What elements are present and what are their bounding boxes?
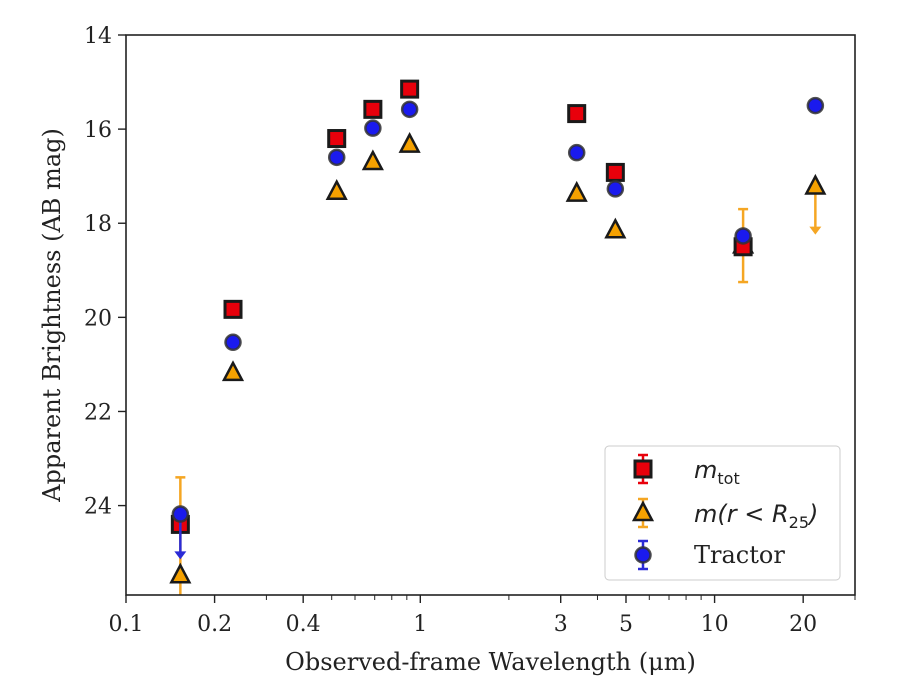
y-tick-label: 22 bbox=[84, 400, 112, 425]
legend-entry-tractor: Tractor bbox=[634, 539, 785, 571]
circle-upper-limit-arrowhead bbox=[174, 551, 187, 560]
legend-label-m-tot: mtot bbox=[694, 456, 740, 488]
circle-point bbox=[364, 119, 382, 137]
circle-point bbox=[224, 333, 242, 352]
y-tick-label: 18 bbox=[84, 212, 112, 237]
legend-entry-m-tot: mtot bbox=[633, 453, 740, 488]
x-tick-label: 3 bbox=[554, 612, 568, 637]
y-tick-label: 14 bbox=[84, 24, 112, 49]
square-point bbox=[223, 299, 243, 319]
y-tick-label: 24 bbox=[84, 495, 112, 520]
triangle-point bbox=[169, 562, 192, 584]
y-tick-label: 20 bbox=[84, 306, 112, 331]
triangle-point bbox=[604, 217, 627, 239]
legend-label-tractor: Tractor bbox=[694, 541, 785, 569]
legend-box bbox=[604, 445, 841, 581]
legend-circle-marker bbox=[634, 539, 652, 571]
circle-point bbox=[171, 505, 190, 523]
x-tick-label: 0.2 bbox=[197, 612, 232, 637]
legend-m-tot-main: m bbox=[694, 456, 717, 484]
circle-point bbox=[400, 100, 419, 119]
triangle-point bbox=[361, 149, 384, 171]
circle-point bbox=[567, 143, 586, 162]
legend-m-r25-sub: 25 bbox=[789, 513, 809, 532]
legend-m-tot-sub: tot bbox=[717, 469, 739, 488]
circle-point bbox=[734, 227, 752, 245]
legend-square-marker bbox=[633, 453, 653, 485]
legend-entry-m-r25: m(r < R25) bbox=[631, 497, 818, 532]
circle-point bbox=[806, 96, 825, 115]
x-tick-label: 0.1 bbox=[109, 612, 144, 637]
square-point bbox=[400, 79, 420, 99]
plot-frame bbox=[125, 34, 856, 596]
triangle-point bbox=[565, 180, 588, 202]
legend-circle-glyph bbox=[634, 546, 652, 564]
legend: mtot m(r < R25) Tractor bbox=[604, 445, 841, 581]
x-tick-label: 5 bbox=[619, 612, 633, 637]
legend-triangle-marker bbox=[631, 497, 655, 529]
square-point bbox=[363, 99, 383, 119]
x-tick-label: 20 bbox=[789, 612, 817, 637]
data-marks bbox=[169, 79, 827, 595]
series-circle bbox=[171, 96, 825, 560]
legend-m-r25-close: ) bbox=[807, 500, 818, 528]
square-point bbox=[605, 162, 625, 182]
legend-square-glyph bbox=[633, 459, 653, 479]
triangle-point bbox=[398, 131, 421, 153]
axes: 0.1 0.2 0.4 1 3 5 10 20 14 16 18 20 22 24 bbox=[84, 24, 856, 637]
x-tick-label: 10 bbox=[701, 612, 729, 637]
square-point bbox=[567, 104, 587, 124]
x-axis-label: Observed-frame Wavelength (μm) bbox=[285, 648, 696, 676]
y-axis-label: Apparent Brightness (AB mag) bbox=[38, 128, 66, 503]
triangle-point bbox=[325, 179, 348, 200]
triangle-point bbox=[804, 173, 827, 195]
y-tick-label: 16 bbox=[84, 118, 112, 143]
square-point bbox=[327, 129, 347, 149]
x-tick-label: 1 bbox=[413, 612, 427, 637]
legend-m-r25-main: m(r < R bbox=[694, 500, 789, 528]
x-tick-label: 0.4 bbox=[286, 612, 321, 637]
legend-label-m-r25: m(r < R25) bbox=[694, 500, 818, 532]
circle-point bbox=[327, 148, 346, 167]
triangle-point bbox=[221, 360, 245, 382]
legend-triangle-glyph bbox=[631, 500, 655, 522]
circle-point bbox=[606, 180, 625, 198]
triangle-upper-limit-arrowhead bbox=[809, 226, 822, 235]
